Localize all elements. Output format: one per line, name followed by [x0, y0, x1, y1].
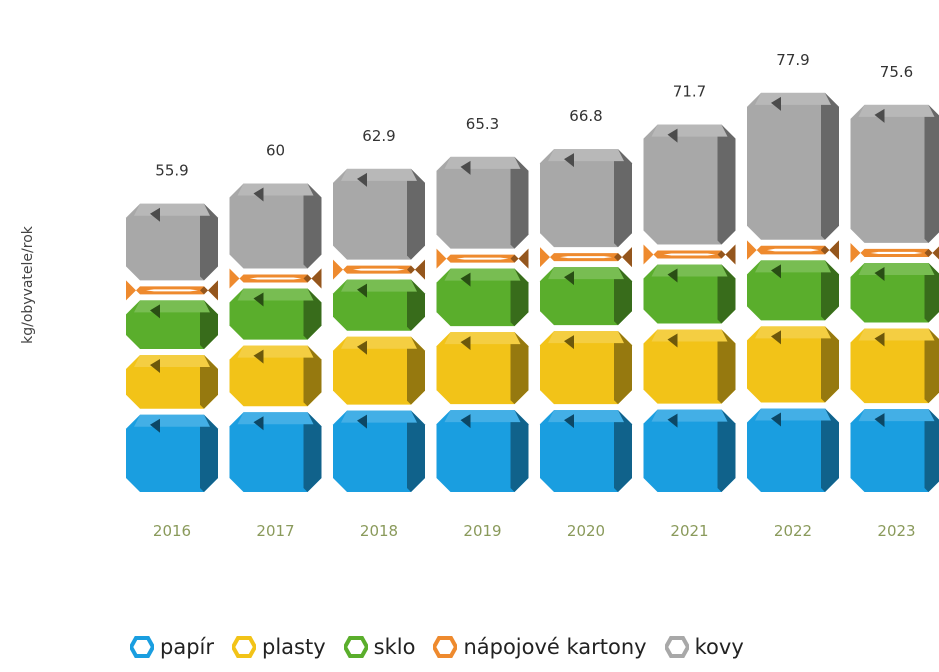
x-tick-label-2019: 2019	[463, 522, 501, 540]
legend: papír plasty sklo nápojové kartony kovy	[130, 630, 744, 664]
bar-stack-2019	[436, 156, 529, 492]
x-tick-label-2016: 2016	[153, 522, 191, 540]
legend-item-plasty: plasty	[232, 635, 326, 659]
bar-sklo-2017	[229, 288, 322, 340]
total-label-2018: 62.9	[362, 127, 395, 145]
bar-kovy-2021	[643, 124, 736, 245]
legend-item-napojove-kartony: nápojové kartony	[433, 635, 647, 659]
bar-kovy-2020	[540, 149, 632, 248]
legend-label: kovy	[694, 635, 744, 659]
legend-item-kovy: kovy	[664, 635, 744, 659]
x-tick-label-2020: 2020	[567, 522, 605, 540]
total-label-2017: 60	[266, 141, 285, 159]
bar-stack-2018	[333, 168, 425, 492]
bar-papir-2022	[747, 408, 839, 492]
x-tick-label-2022: 2022	[774, 522, 812, 540]
total-labels-group: 55.9 60 62.9 65.3 66.8 71.7 77.9 75.6	[155, 51, 913, 180]
bar-plasty-2021	[643, 329, 736, 404]
bar-napojove-kartony-2019	[436, 248, 529, 269]
bar-papir-2020	[540, 410, 632, 492]
hexagon-icon	[232, 636, 256, 658]
bar-papir-2016	[126, 414, 218, 492]
bar-stack-2022	[747, 92, 839, 492]
bar-stack-2023	[850, 104, 939, 492]
bars-group	[126, 92, 939, 492]
total-label-2022: 77.9	[776, 51, 809, 69]
bar-napojove-kartony-2021	[643, 244, 736, 265]
bar-papir-2017	[229, 412, 322, 492]
legend-label: papír	[160, 635, 214, 659]
bar-napojove-kartony-2018	[333, 259, 425, 280]
bar-papir-2019	[436, 410, 529, 492]
bar-kovy-2018	[333, 168, 425, 260]
bar-plasty-2018	[333, 336, 425, 405]
total-label-2021: 71.7	[673, 83, 706, 101]
bar-stack-2016	[126, 203, 218, 492]
x-tick-label-2017: 2017	[256, 522, 294, 540]
bar-sklo-2016	[126, 300, 218, 349]
hexagon-icon	[130, 636, 154, 658]
x-tick-label-2021: 2021	[670, 522, 708, 540]
bar-papir-2021	[643, 409, 736, 492]
total-label-2020: 66.8	[569, 107, 602, 125]
bar-plasty-2023	[850, 328, 939, 404]
legend-item-sklo: sklo	[343, 635, 416, 659]
bar-napojove-kartony-2020	[540, 247, 632, 268]
bar-kovy-2017	[229, 183, 322, 269]
bar-stack-2021	[643, 124, 736, 492]
x-tick-label-2023: 2023	[877, 522, 915, 540]
bar-napojove-kartony-2017	[229, 268, 322, 289]
bar-sklo-2019	[436, 268, 529, 327]
bar-sklo-2023	[850, 262, 939, 323]
y-axis-label: kg/obyvatele/rok	[20, 225, 36, 344]
hexagon-icon	[664, 636, 689, 658]
bar-napojove-kartony-2023	[850, 242, 939, 263]
year-labels-group: 2016 2017 2018 2019 2020 2021 2022 2023	[153, 522, 916, 540]
bar-papir-2018	[333, 410, 425, 492]
bar-plasty-2022	[747, 326, 839, 403]
legend-label: plasty	[262, 635, 326, 659]
total-label-2016: 55.9	[155, 162, 188, 180]
bar-kovy-2019	[436, 156, 529, 249]
hexagon-icon	[433, 636, 458, 658]
bar-papir-2023	[850, 409, 939, 492]
bar-stack-2020	[540, 149, 632, 492]
bar-plasty-2017	[229, 345, 322, 407]
legend-item-papir: papír	[130, 635, 214, 659]
bar-sklo-2020	[540, 267, 632, 326]
hexagon-icon	[343, 636, 368, 658]
bar-sklo-2022	[747, 260, 839, 321]
bar-plasty-2016	[126, 355, 218, 409]
legend-label: nápojové kartony	[463, 635, 647, 659]
x-tick-label-2018: 2018	[360, 522, 398, 540]
bar-kovy-2023	[850, 104, 939, 243]
legend-label: sklo	[373, 635, 416, 659]
bar-napojove-kartony-2022	[747, 240, 839, 260]
bar-sklo-2018	[333, 279, 425, 331]
bar-stack-2017	[229, 183, 322, 492]
total-label-2023: 75.6	[880, 63, 913, 81]
bar-kovy-2016	[126, 203, 218, 281]
bar-sklo-2021	[643, 264, 736, 324]
bar-kovy-2022	[747, 92, 839, 240]
bar-plasty-2020	[540, 331, 632, 405]
bar-napojove-kartony-2016	[126, 280, 218, 301]
total-label-2019: 65.3	[466, 115, 499, 133]
bar-plasty-2019	[436, 332, 529, 405]
